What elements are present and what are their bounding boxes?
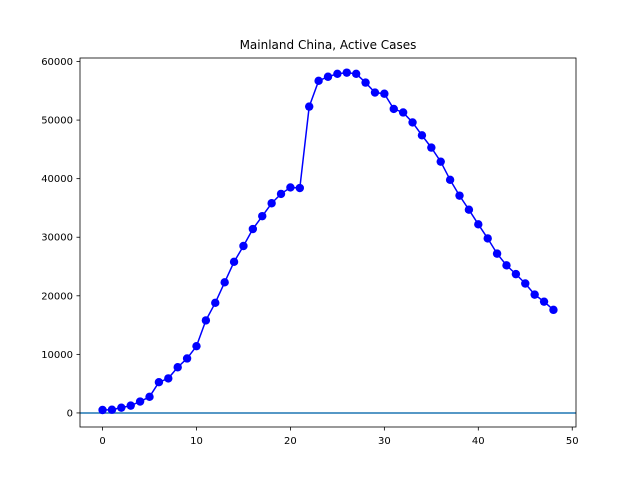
data-point xyxy=(492,249,502,258)
data-point xyxy=(239,241,248,251)
data-point xyxy=(436,157,445,166)
data-point xyxy=(154,377,164,387)
data-point xyxy=(380,89,389,98)
y-tick-label: 10000 xyxy=(41,350,73,361)
data-point xyxy=(229,257,239,267)
y-tick-label: 0 xyxy=(67,408,73,419)
data-point xyxy=(502,261,511,270)
y-tick-label: 30000 xyxy=(41,233,73,244)
data-point xyxy=(305,102,314,111)
x-tick-label: 10 xyxy=(190,436,203,447)
data-point xyxy=(427,143,436,152)
data-point xyxy=(201,316,211,325)
data-point xyxy=(107,405,117,414)
data-point xyxy=(267,199,276,208)
data-point xyxy=(182,354,192,363)
data-point xyxy=(220,278,229,287)
plot-frame xyxy=(79,57,577,428)
y-tick-label: 50000 xyxy=(41,116,73,127)
data-point xyxy=(474,220,483,229)
data-point xyxy=(408,118,417,127)
data-point xyxy=(98,405,107,415)
data-point xyxy=(398,108,408,117)
data-point xyxy=(323,72,333,81)
data-point xyxy=(539,297,549,306)
data-point xyxy=(173,363,182,372)
data-point xyxy=(192,341,201,351)
data-point xyxy=(549,305,558,315)
data-point xyxy=(314,76,323,86)
x-tick-label: 50 xyxy=(566,436,579,447)
data-point xyxy=(117,403,126,412)
data-point xyxy=(333,69,342,79)
data-point xyxy=(295,183,305,193)
data-point xyxy=(445,175,455,185)
x-tick-label: 0 xyxy=(99,436,105,447)
data-point xyxy=(342,68,351,77)
x-tick-label: 40 xyxy=(472,436,485,447)
data-point xyxy=(455,191,464,200)
data-point xyxy=(464,205,474,214)
chart-title: Mainland China, Active Cases xyxy=(240,38,417,52)
y-tick-label: 40000 xyxy=(41,174,73,185)
data-point xyxy=(530,290,539,299)
data-point xyxy=(126,401,135,410)
data-point xyxy=(258,211,267,221)
data-point xyxy=(248,224,258,234)
data-point xyxy=(521,279,530,288)
data-point xyxy=(511,269,521,279)
data-point xyxy=(286,183,295,192)
data-point xyxy=(276,189,286,199)
axes: 0 10 20 30 40 50 0 10000 20000 30000 40000 50000 600… xyxy=(41,57,578,447)
plot-area xyxy=(80,68,576,415)
x-tick-label: 30 xyxy=(378,436,391,447)
data-point xyxy=(164,374,173,383)
y-tick-label: 20000 xyxy=(41,291,73,302)
data-point xyxy=(361,78,370,87)
data-point xyxy=(351,69,361,79)
y-tick-label: 60000 xyxy=(41,57,73,68)
data-point xyxy=(211,298,220,308)
data-point xyxy=(370,88,380,97)
x-tick-label: 20 xyxy=(284,436,297,447)
data-point xyxy=(135,397,145,406)
data-point xyxy=(389,104,398,114)
data-point xyxy=(145,392,154,402)
data-point xyxy=(417,131,427,140)
data-point xyxy=(483,234,492,243)
